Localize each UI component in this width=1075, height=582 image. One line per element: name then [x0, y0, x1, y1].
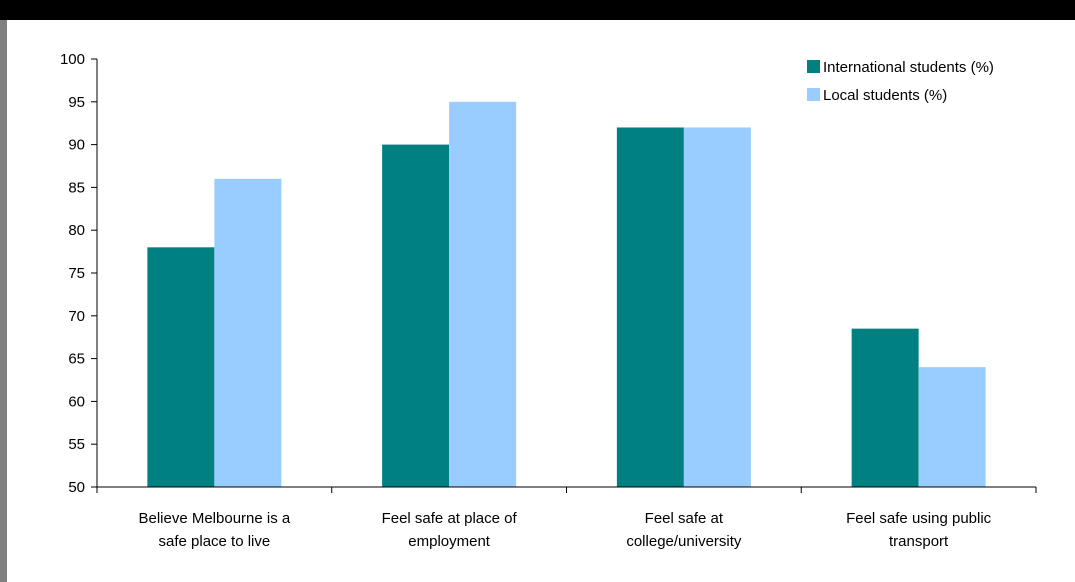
- category-labels: Believe Melbourne is a safe place to live…: [138, 510, 991, 550]
- y-tick-label: 100: [60, 51, 85, 68]
- left-border-bar: [0, 20, 7, 582]
- axes-layer: [91, 58, 1037, 493]
- y-tick-label: 65: [68, 351, 85, 368]
- legend: International students (%) Local students…: [807, 59, 994, 104]
- y-tick-label: 85: [68, 179, 85, 196]
- y-tick-label: 90: [68, 137, 85, 154]
- top-border-bar: [0, 0, 1075, 20]
- y-tick-label: 55: [68, 436, 85, 453]
- legend-label-local: Local students (%): [823, 87, 947, 104]
- y-tick-label: 70: [68, 308, 85, 325]
- bar-international-2: [382, 144, 450, 487]
- y-tick-label: 80: [68, 222, 85, 239]
- category-label: Believe Melbourne is a safe place to live: [138, 510, 290, 550]
- legend-swatch-international: [807, 60, 820, 73]
- y-tick-label: 60: [68, 393, 85, 410]
- y-tick-label: 50: [68, 479, 85, 496]
- bar-international-3: [616, 127, 684, 487]
- category-label: Feel safe at college/university: [626, 510, 742, 550]
- bar-local-3: [683, 127, 751, 487]
- legend-label-international: International students (%): [823, 59, 994, 76]
- y-tick-labels: 50 55 60 65 70 75 80 85 90 95 100: [60, 51, 85, 496]
- bar-local-4: [918, 367, 986, 487]
- category-label: Feel safe at place of employment: [382, 510, 518, 550]
- bar-international-1: [147, 247, 215, 487]
- bar-local-1: [214, 178, 282, 487]
- bar-international-4: [851, 328, 919, 487]
- bar-local-2: [449, 101, 517, 488]
- y-tick-label: 75: [68, 265, 85, 282]
- y-tick-label: 95: [68, 94, 85, 111]
- bars-layer: [147, 101, 986, 488]
- legend-swatch-local: [807, 88, 820, 101]
- category-label: Feel safe using public transport: [846, 510, 992, 550]
